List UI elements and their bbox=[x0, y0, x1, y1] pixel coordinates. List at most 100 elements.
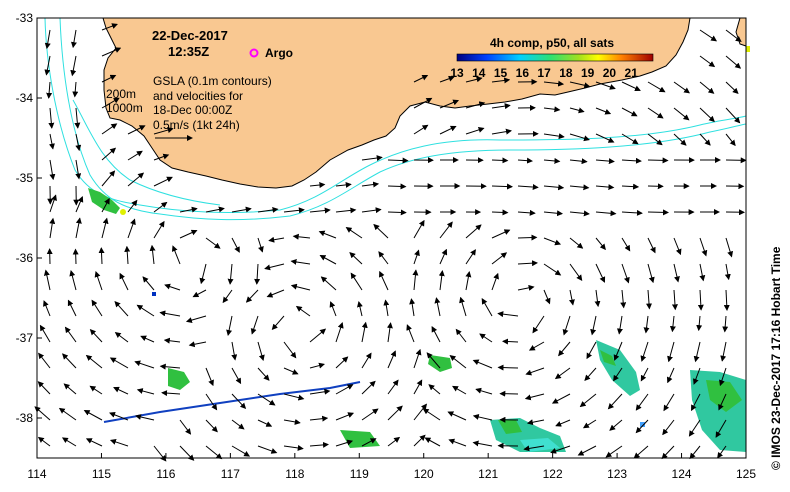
velocity-arrow bbox=[387, 436, 401, 447]
velocity-arrow bbox=[335, 412, 355, 421]
velocity-arrow bbox=[569, 210, 590, 217]
velocity-arrow bbox=[185, 315, 207, 323]
velocity-arrow bbox=[318, 230, 337, 239]
velocity-arrow bbox=[39, 324, 51, 343]
velocity-arrow bbox=[361, 181, 380, 188]
velocity-arrow bbox=[666, 367, 675, 384]
velocity-arrow bbox=[64, 326, 77, 343]
velocity-arrow bbox=[673, 133, 687, 146]
plot-frame bbox=[36, 17, 747, 459]
velocity-arrow bbox=[673, 237, 682, 256]
velocity-arrow bbox=[568, 289, 575, 306]
y-tick-label: -36 bbox=[16, 251, 34, 265]
velocity-arrow bbox=[543, 133, 565, 140]
velocity-arrow bbox=[569, 133, 590, 142]
velocity-arrow bbox=[465, 126, 485, 135]
velocity-arrow bbox=[543, 157, 561, 164]
velocity-arrow bbox=[526, 419, 545, 426]
velocity-arrow bbox=[449, 354, 467, 369]
velocity-arrow bbox=[646, 289, 653, 310]
velocity-arrow bbox=[101, 217, 109, 239]
x-tick-label: 119 bbox=[350, 467, 369, 481]
velocity-arrow bbox=[98, 247, 105, 265]
velocity-arrow bbox=[153, 176, 173, 187]
velocity-arrow bbox=[101, 123, 118, 135]
annotation-line2: and velocities for bbox=[153, 89, 243, 103]
velocity-arrow bbox=[723, 289, 730, 311]
velocity-arrow bbox=[491, 183, 513, 190]
velocity-arrow bbox=[309, 182, 326, 189]
velocity-arrow bbox=[101, 97, 120, 109]
velocity-arrow bbox=[465, 76, 483, 83]
velocity-arrow bbox=[465, 224, 482, 239]
velocity-arrow bbox=[231, 341, 238, 361]
velocity-arrow bbox=[595, 158, 615, 165]
velocity-arrow bbox=[605, 445, 623, 458]
colorbar-ticks: 13 14 15 16 17 18 19 20 21 bbox=[450, 66, 638, 80]
velocity-arrow bbox=[543, 289, 551, 305]
velocity-arrow bbox=[523, 445, 545, 452]
velocity-arrow bbox=[584, 367, 597, 382]
velocity-arrow bbox=[699, 55, 716, 68]
velocity-arrow bbox=[691, 393, 701, 412]
velocity-arrow bbox=[569, 237, 584, 249]
x-tick-label: 120 bbox=[414, 467, 434, 481]
velocity-arrow bbox=[455, 328, 467, 343]
velocity-arrow bbox=[231, 206, 252, 213]
velocity-arrow bbox=[569, 81, 591, 89]
velocity-arrow bbox=[671, 289, 678, 311]
velocity-arrow bbox=[640, 367, 649, 382]
velocity-arrow bbox=[179, 206, 198, 213]
velocity-arrow bbox=[647, 133, 663, 146]
contour-1000m bbox=[59, 17, 747, 221]
velocity-arrow bbox=[231, 419, 245, 430]
velocity-arrow bbox=[75, 133, 82, 152]
velocity-arrow bbox=[89, 385, 103, 395]
velocity-arrow bbox=[613, 367, 623, 382]
velocity-arrow bbox=[663, 393, 675, 412]
velocity-arrow bbox=[153, 220, 165, 239]
velocity-arrow bbox=[699, 107, 715, 123]
velocity-arrow bbox=[595, 237, 606, 251]
velocity-arrow bbox=[72, 248, 79, 265]
velocity-arrow bbox=[231, 367, 242, 385]
velocity-arrow bbox=[550, 445, 571, 454]
velocity-arrow bbox=[439, 221, 453, 239]
velocity-arrow bbox=[38, 352, 51, 369]
velocity-arrow bbox=[448, 438, 467, 447]
velocity-arrow bbox=[517, 260, 538, 267]
velocity-arrow bbox=[361, 438, 377, 447]
velocity-arrow bbox=[517, 284, 535, 291]
velocity-arrow bbox=[647, 107, 664, 119]
velocity-arrow bbox=[135, 414, 155, 421]
velocity-arrow bbox=[231, 445, 251, 457]
velocity-arrow bbox=[491, 157, 509, 164]
velocity-arrow bbox=[179, 419, 192, 435]
velocity-arrow bbox=[127, 125, 146, 135]
velocity-arrow bbox=[422, 408, 441, 421]
velocity-arrow bbox=[412, 269, 419, 291]
velocity-arrow bbox=[383, 299, 390, 317]
velocity-arrow bbox=[127, 172, 145, 187]
velocity-arrow bbox=[292, 233, 311, 240]
velocity-arrow bbox=[361, 352, 372, 369]
velocity-arrow bbox=[699, 81, 715, 94]
velocity-arrow bbox=[621, 157, 642, 164]
velocity-arrow bbox=[472, 440, 493, 447]
velocity-arrow bbox=[475, 387, 493, 395]
velocity-arrow bbox=[472, 414, 493, 421]
velocity-arrow bbox=[725, 81, 739, 94]
velocity-arrow bbox=[109, 357, 129, 369]
velocity-arrow bbox=[491, 128, 512, 135]
colorbar-tick-label: 20 bbox=[603, 66, 617, 80]
y-tick-label: -37 bbox=[16, 331, 34, 345]
velocity-arrow bbox=[465, 101, 486, 109]
time-label: 12:35Z bbox=[168, 44, 209, 59]
velocity-arrow bbox=[662, 419, 675, 436]
velocity-arrow bbox=[673, 263, 680, 283]
velocity-arrow bbox=[621, 209, 643, 216]
velocity-arrow bbox=[43, 300, 51, 317]
velocity-arrow bbox=[647, 263, 655, 284]
velocity-arrow bbox=[699, 263, 706, 282]
